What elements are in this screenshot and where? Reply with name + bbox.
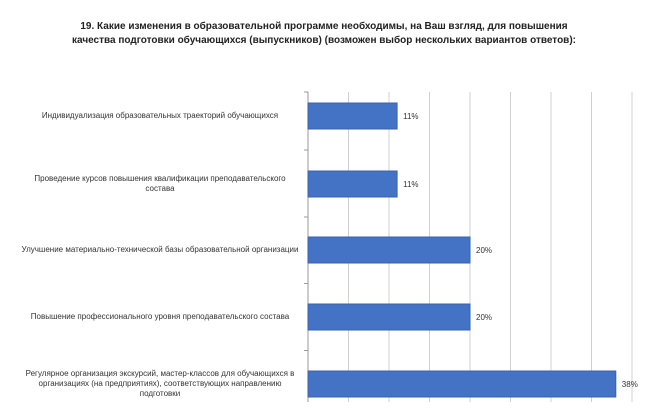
category-label-4: Повышение профессионального уровня препо… xyxy=(30,312,290,321)
category-label-5: Регулярное организация экскурсий, мастер… xyxy=(25,369,295,398)
category-label-2: Проведение курсов повышения квалификации… xyxy=(34,174,286,193)
value-label-1: 11% xyxy=(403,112,418,121)
bar-1 xyxy=(307,102,398,130)
axis xyxy=(304,91,308,351)
value-label-2: 11% xyxy=(403,180,418,189)
value-label-4: 20% xyxy=(476,313,492,322)
category-label-3: Улучшение материально-технической базы о… xyxy=(21,245,299,254)
value-label-5: 38% xyxy=(622,380,638,389)
category-label-1: Индивидуализация образовательных траекто… xyxy=(41,111,279,120)
value-label-3: 20% xyxy=(476,246,492,255)
chart-title: 19. Какие изменения в образовательной пр… xyxy=(72,21,576,46)
bar-3 xyxy=(307,236,471,264)
bar-2 xyxy=(307,170,398,198)
bar-4 xyxy=(307,303,471,331)
value-labels: 11% 11% 20% 20% 38% xyxy=(403,112,638,389)
bars xyxy=(307,102,617,398)
bar-5 xyxy=(307,370,617,398)
